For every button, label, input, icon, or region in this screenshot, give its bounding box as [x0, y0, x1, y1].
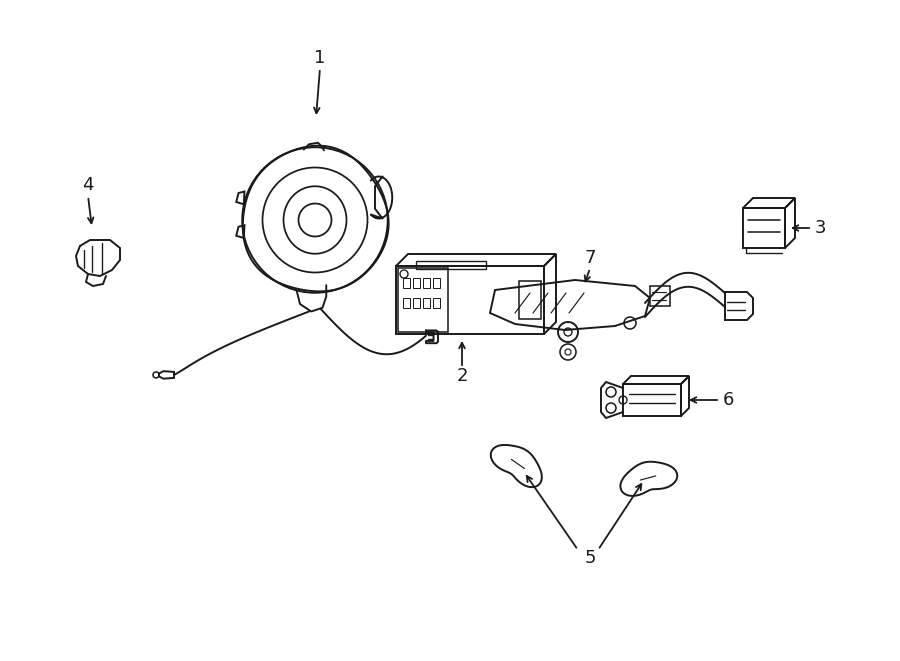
- Text: 7: 7: [584, 249, 596, 267]
- Bar: [403, 278, 410, 288]
- Bar: [433, 278, 440, 288]
- Text: 3: 3: [814, 219, 826, 237]
- Text: 4: 4: [82, 176, 94, 194]
- Bar: [423, 278, 430, 288]
- Text: 6: 6: [723, 391, 734, 409]
- Bar: [416, 261, 486, 269]
- Text: 1: 1: [314, 49, 326, 67]
- Bar: [433, 298, 440, 308]
- Bar: [413, 278, 420, 288]
- Bar: [403, 298, 410, 308]
- Bar: [423, 298, 430, 308]
- Text: 5: 5: [584, 549, 596, 567]
- Text: 2: 2: [456, 367, 468, 385]
- Bar: [413, 298, 420, 308]
